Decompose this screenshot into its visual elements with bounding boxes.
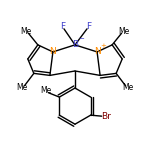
Text: Me: Me	[118, 27, 130, 36]
Text: F: F	[86, 22, 91, 31]
Text: Me: Me	[16, 83, 28, 92]
Text: Br: Br	[101, 112, 111, 121]
Text: −: −	[78, 36, 84, 42]
Text: N: N	[50, 47, 56, 56]
Text: B: B	[72, 40, 78, 49]
Text: Me: Me	[20, 27, 32, 36]
Text: F: F	[60, 22, 65, 31]
Text: +: +	[100, 43, 106, 49]
Text: N: N	[94, 47, 100, 56]
Text: Me: Me	[122, 83, 134, 92]
Text: Me: Me	[41, 86, 52, 95]
